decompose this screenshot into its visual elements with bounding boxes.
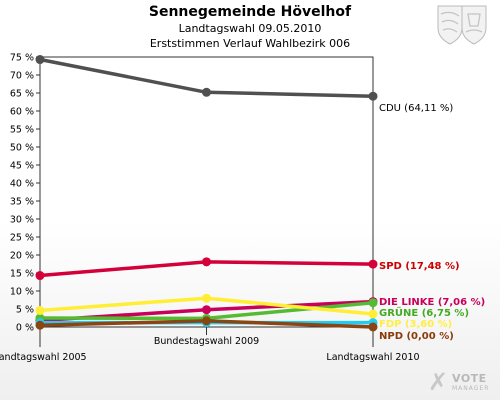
series-label: CDU (64,11 %) <box>379 103 453 114</box>
series-label: GRÜNE (6,75 %) <box>379 305 469 319</box>
chart-subtitle-2: Erststimmen Verlauf Wahlbezirk 006 <box>149 37 351 50</box>
plot-frame <box>39 56 374 328</box>
y-tick-label: 55 % <box>10 125 34 136</box>
logo-word: VOTE <box>452 372 487 385</box>
data-point <box>368 259 378 269</box>
vote-manager-logo: ✗ VOTE MANAGER <box>428 369 498 397</box>
data-point <box>202 316 211 326</box>
y-tick-label: 25 % <box>10 233 34 244</box>
data-point <box>368 322 378 332</box>
y-tick-label: 70 % <box>10 71 34 82</box>
y-tick-label: 30 % <box>10 215 34 226</box>
data-point <box>368 91 378 101</box>
y-tick-label: 45 % <box>10 161 34 172</box>
x-tick-label: Bundestagswahl 2009 <box>154 336 259 347</box>
logo-sub: MANAGER <box>452 385 490 392</box>
y-tick-label: 40 % <box>10 179 34 190</box>
coat-of-arms-icon <box>437 5 487 45</box>
chart-subtitle: Landtagswahl 09.05.2010 <box>178 22 322 35</box>
chart-title: Sennegemeinde Hövelhof <box>148 4 352 20</box>
data-point <box>35 271 45 281</box>
y-tick-label: 50 % <box>10 143 34 154</box>
y-tick-label: 15 % <box>10 269 34 280</box>
series-label: FDP (3,60 %) <box>379 319 452 330</box>
check-mark-icon: ✗ <box>428 368 449 396</box>
y-tick-label: 20 % <box>10 251 34 262</box>
data-point <box>202 87 211 97</box>
data-point <box>35 320 45 330</box>
data-point <box>202 305 211 315</box>
y-tick-label: 0 % <box>16 323 34 334</box>
data-point <box>368 309 378 319</box>
data-point <box>202 257 211 267</box>
y-tick-label: 75 % <box>10 53 34 64</box>
series-label: SPD (17,48 %) <box>379 261 460 272</box>
x-tick-label: Landtagswahl 2010 <box>326 352 419 363</box>
data-point <box>35 305 45 315</box>
y-tick-label: 35 % <box>10 197 34 208</box>
y-tick-label: 65 % <box>10 89 34 100</box>
y-tick-label: 60 % <box>10 107 34 118</box>
y-tick-label: 5 % <box>16 305 34 316</box>
series-label: NPD (0,00 %) <box>379 331 454 342</box>
data-point <box>202 293 211 303</box>
y-tick-label: 10 % <box>10 287 34 298</box>
x-tick-label: Landtagswahl 2005 <box>0 352 87 363</box>
data-point <box>35 55 45 65</box>
series-label: DIE LINKE (7,06 %) <box>379 297 485 308</box>
data-point <box>368 298 378 308</box>
